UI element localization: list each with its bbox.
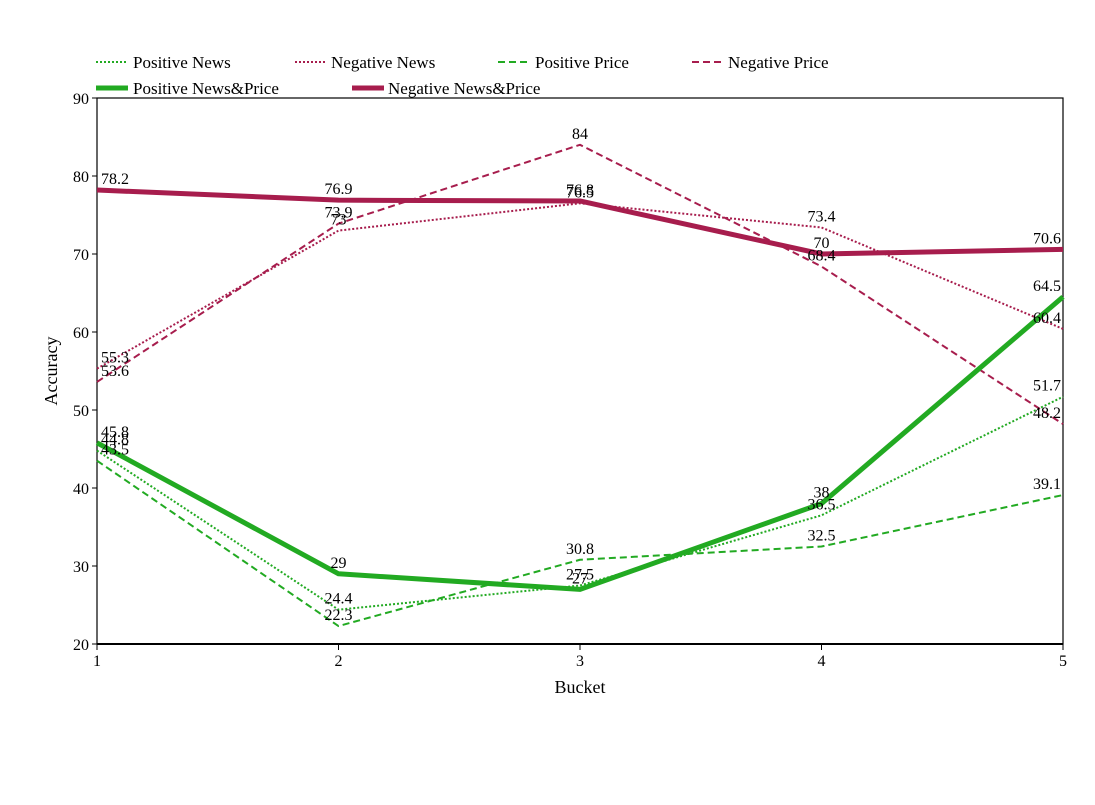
- x-tick-label: 3: [576, 653, 584, 670]
- y-tick-label: 70: [73, 247, 89, 264]
- y-tick-label: 60: [73, 325, 89, 342]
- data-label-negative-news-and-price: 70.6: [1033, 230, 1061, 247]
- legend-label-negative-price: Negative Price: [728, 53, 829, 72]
- x-axis: 1 2 3 4 5: [93, 643, 1067, 670]
- data-label-negative-price: 84: [572, 126, 588, 143]
- data-label-positive-news: 44.8: [101, 432, 129, 449]
- y-tick-label: 40: [73, 481, 89, 498]
- legend-label-positive-news-and-price: Positive News&Price: [133, 79, 279, 98]
- data-label-negative-price: 48.2: [1033, 405, 1061, 422]
- data-label-positive-news-and-price: 45.8: [101, 424, 129, 441]
- data-label-negative-news: 73.4: [808, 208, 836, 225]
- data-label-positive-news: 36.5: [808, 496, 836, 513]
- data-label-positive-news-and-price: 38: [814, 485, 830, 502]
- y-tick-label: 80: [73, 169, 89, 186]
- data-label-negative-price: 68.4: [808, 247, 836, 264]
- data-label-negative-news-and-price: 76.9: [325, 181, 353, 198]
- x-tick-label: 4: [818, 653, 826, 670]
- data-label-positive-news: 27.5: [566, 567, 594, 584]
- series-line-positive-news: [96, 395, 1064, 611]
- legend-label-negative-news: Negative News: [331, 53, 435, 72]
- data-label-negative-news-and-price: 76.8: [566, 182, 594, 199]
- series-line-negative-price: [96, 143, 1064, 425]
- data-label-negative-news: 55.3: [101, 350, 129, 367]
- legend-label-negative-news-and-price: Negative News&Price: [388, 79, 540, 98]
- series-line-negative-news: [96, 202, 1064, 370]
- plot-area: 44.8 24.4 27.5 36.5 51.7 55.3 73 76.5 73.4 60.4 43…: [95, 97, 1065, 645]
- data-label-positive-price: 22.3: [325, 607, 353, 624]
- x-tick-label: 2: [335, 653, 343, 670]
- legend-label-positive-price: Positive Price: [535, 53, 629, 72]
- data-label-positive-news-and-price: 64.5: [1033, 278, 1061, 295]
- data-label-negative-news-and-price: 78.2: [101, 171, 129, 188]
- data-label-negative-news: 60.4: [1033, 310, 1061, 327]
- y-tick-label: 20: [73, 637, 89, 654]
- data-label-negative-price: 53.6: [101, 363, 129, 380]
- data-label-positive-news-and-price: 29: [331, 555, 347, 572]
- data-label-positive-price: 30.8: [566, 541, 594, 558]
- series-line-positive-news-and-price: [95, 295, 1065, 592]
- data-label-positive-news: 51.7: [1033, 378, 1061, 395]
- legend-label-positive-news: Positive News: [133, 53, 231, 72]
- data-label-negative-news-and-price: 70: [814, 235, 830, 252]
- data-label-negative-news: 73: [331, 212, 347, 229]
- data-label-negative-news: 76.5: [566, 184, 594, 201]
- data-label-positive-news-and-price: 27: [572, 570, 588, 587]
- data-label-positive-price: 39.1: [1033, 476, 1061, 493]
- y-axis: 20 30 40 50 60 70 80 90: [73, 91, 97, 654]
- x-axis-label: Bucket: [555, 677, 606, 697]
- y-tick-label: 50: [73, 403, 89, 420]
- y-axis-label: Accuracy: [41, 337, 61, 406]
- data-label-positive-price: 43.5: [101, 442, 129, 459]
- data-label-positive-price: 32.5: [808, 528, 836, 545]
- data-label-positive-news: 24.4: [325, 591, 353, 608]
- series-line-positive-price: [96, 459, 1064, 628]
- x-tick-label: 5: [1059, 653, 1067, 670]
- legend: Positive News Negative News Positive Price…: [96, 53, 829, 98]
- y-tick-label: 30: [73, 559, 89, 576]
- series-line-negative-news-and-price: [96, 187, 1064, 257]
- plot-frame: [96, 97, 1064, 645]
- y-tick-label: 90: [73, 91, 89, 108]
- data-label-negative-price: 73.9: [325, 205, 353, 222]
- x-tick-label: 1: [93, 653, 101, 670]
